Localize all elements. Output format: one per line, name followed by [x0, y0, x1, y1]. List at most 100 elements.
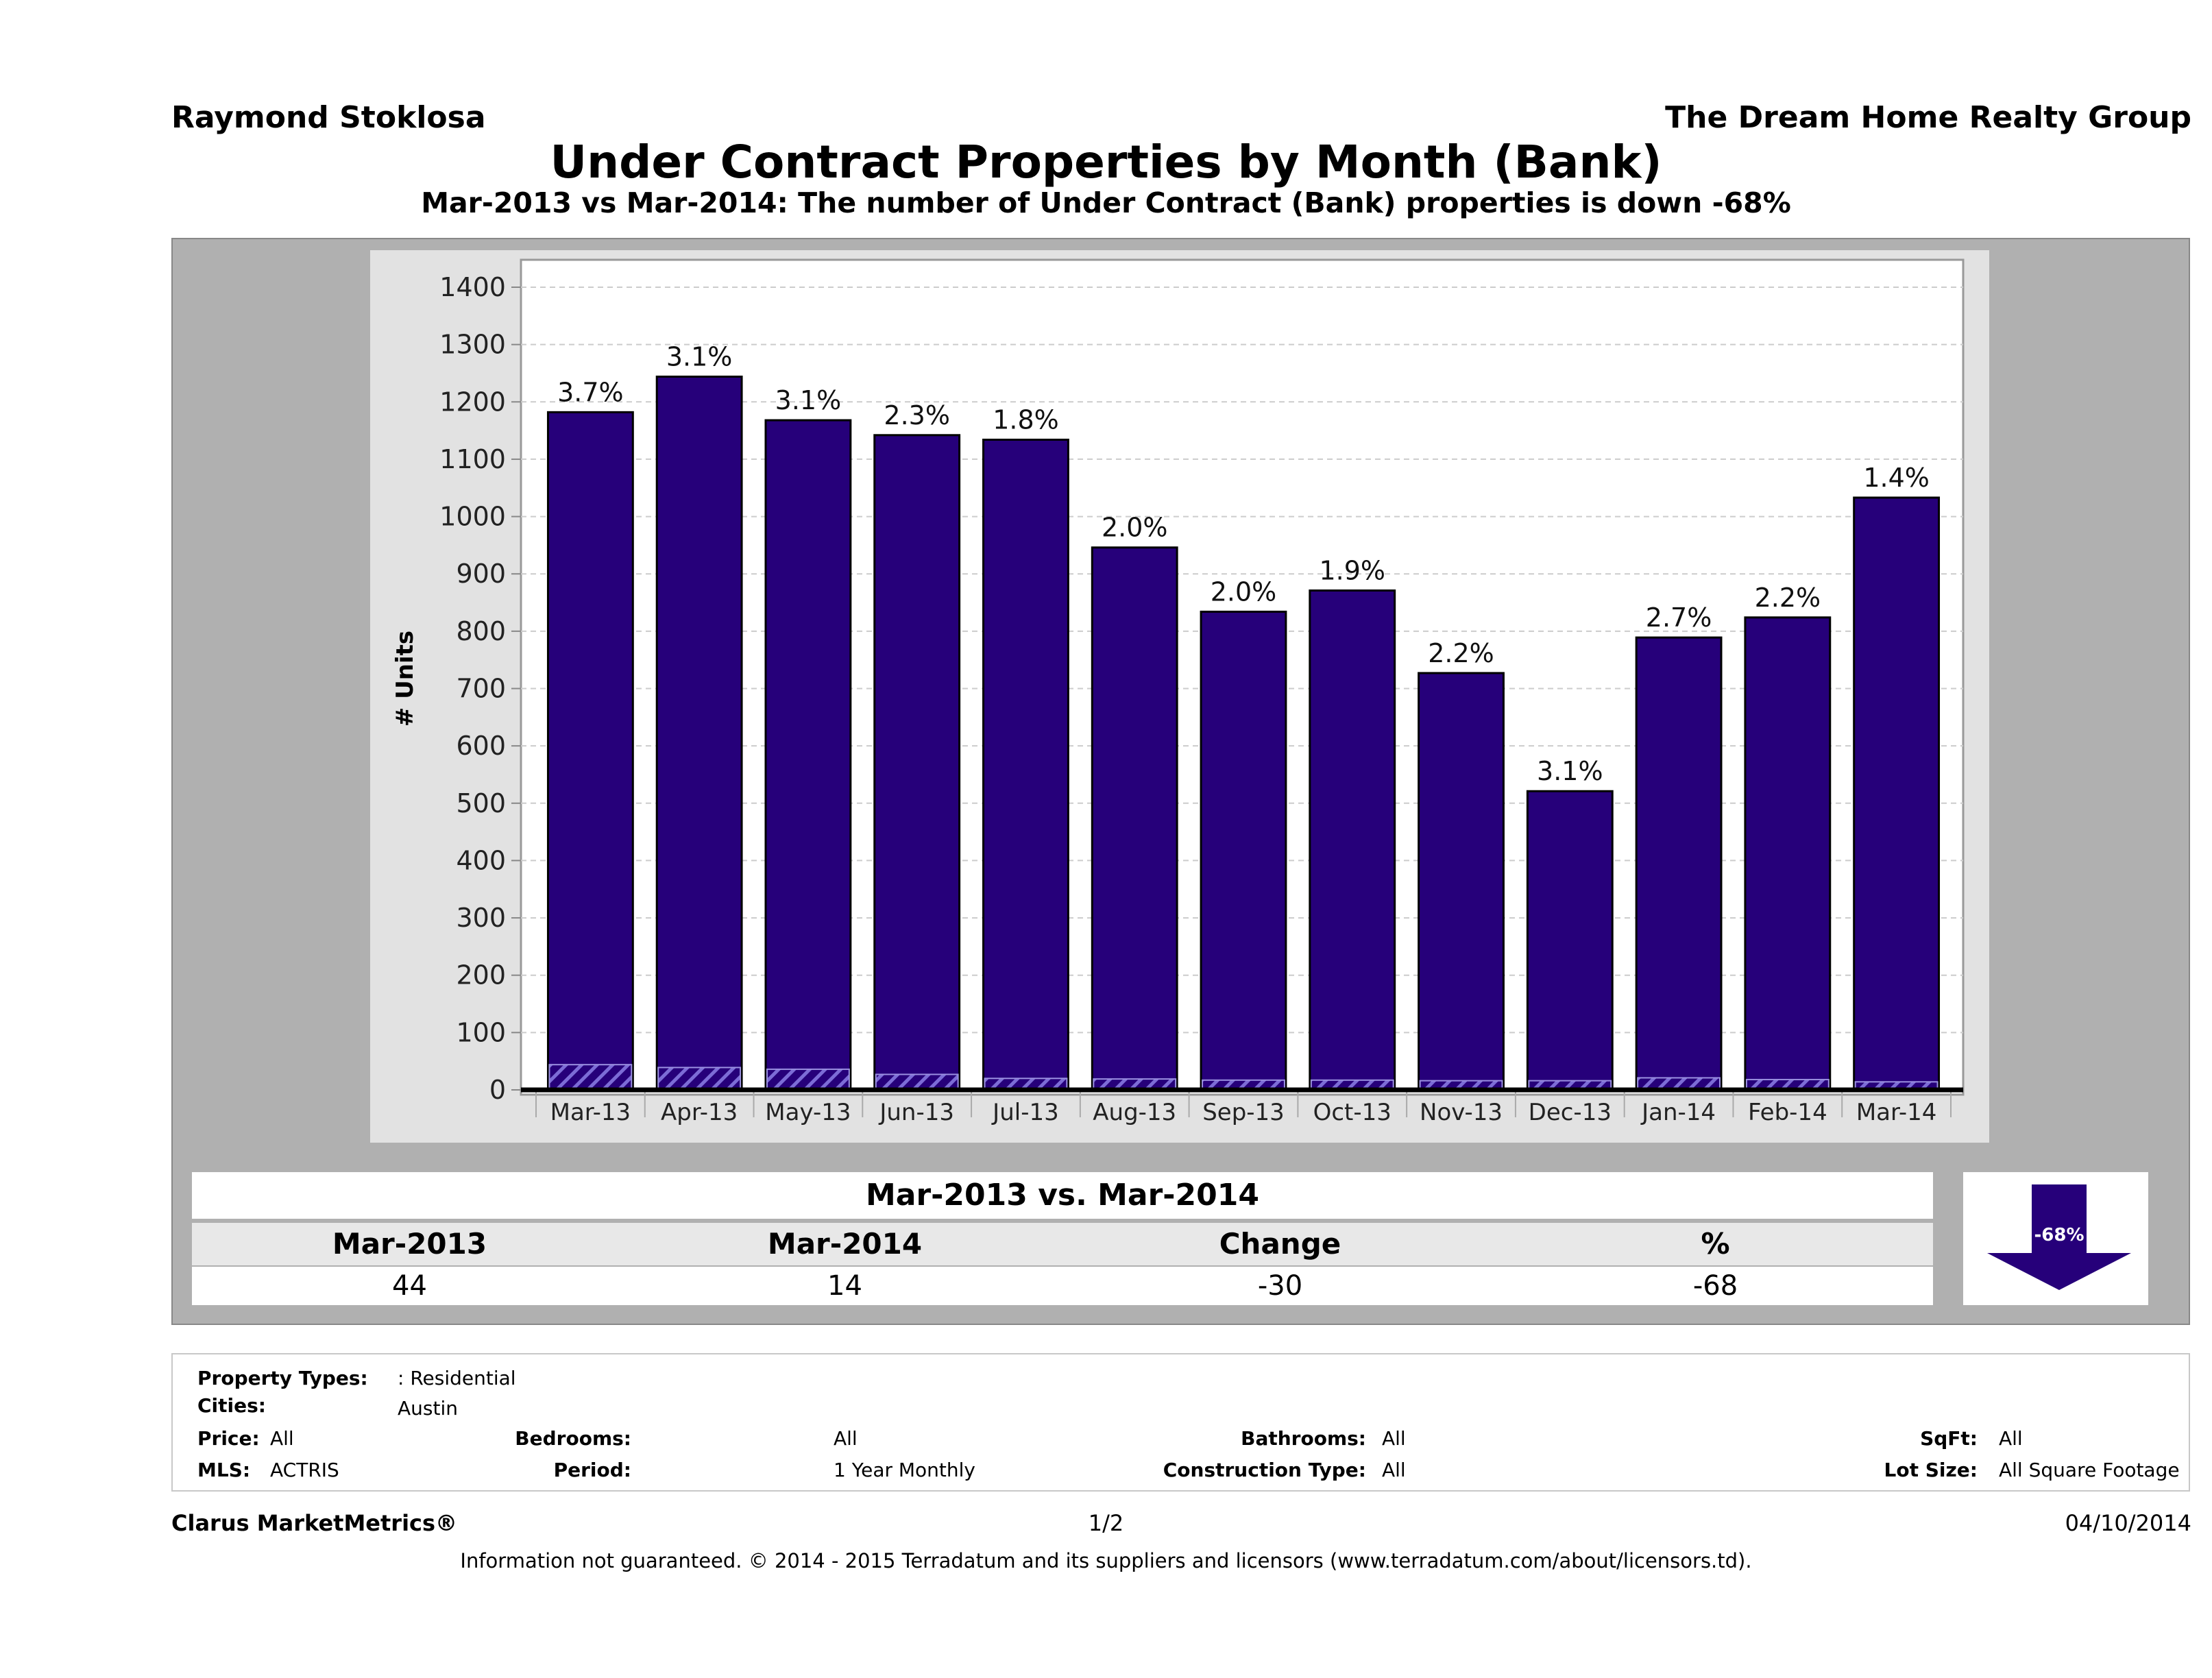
bar-total — [1526, 790, 1614, 1091]
bar-total — [1200, 610, 1287, 1091]
agent-name: Raymond Stoklosa — [171, 100, 486, 135]
cities-value: Austin — [398, 1397, 458, 1420]
company-name: The Dream Home Realty Group — [1665, 100, 2191, 135]
x-tick-label: Mar-14 — [1856, 1099, 1937, 1126]
comparison-heading: Mar-2013 vs. Mar-2014 — [192, 1172, 1933, 1219]
change-badge-label: -68% — [2034, 1225, 2084, 1245]
bar-total — [1091, 546, 1178, 1091]
value-percent: -68 — [1692, 1270, 1738, 1302]
y-axis-label: # Units — [391, 631, 419, 727]
data-label: 2.2% — [1428, 638, 1494, 668]
bar-chart: 3.7% 3.1% 3.1% 2.3% 1.8% 2.0% 2.0% 1.9% 2.2% 3.1%… — [391, 258, 1965, 1126]
period-value: 1 Year Monthly — [834, 1459, 976, 1481]
x-tick-label: Jun-13 — [878, 1099, 954, 1126]
mls-value: ACTRIS — [270, 1459, 339, 1481]
bar-total — [546, 411, 634, 1091]
x-axis-ticks: Mar-13 Apr-13 May-13 Jun-13 Jul-13 Aug-13 Sep-… — [521, 1087, 1963, 1126]
report-date: 04/10/2014 — [2065, 1510, 2191, 1536]
bathrooms-label: Bathrooms: — [1241, 1427, 1366, 1450]
x-tick-label: Nov-13 — [1420, 1099, 1503, 1126]
y-tick-label: 500 — [456, 788, 506, 818]
x-tick-label: Mar-13 — [550, 1099, 631, 1126]
construction-type-label: Construction Type: — [1163, 1459, 1366, 1481]
bathrooms-value: All — [1382, 1427, 1406, 1450]
bedrooms-label: Bedrooms: — [515, 1427, 631, 1450]
col-header-start: Mar-2013 — [332, 1227, 487, 1261]
lot-size-value: All Square Footage — [1999, 1459, 2180, 1481]
filter-panel: Property Types: : Residential Cities: Au… — [171, 1353, 2190, 1492]
data-label: 1.8% — [993, 404, 1059, 435]
bar-total — [1635, 636, 1723, 1091]
data-labels: 3.7% 3.1% 3.1% 2.3% 1.8% 2.0% 2.0% 1.9% 2.2% 3.1%… — [557, 341, 1930, 786]
comparison-value-row: 44 14 -30 -68 — [192, 1267, 1933, 1305]
sqft-value: All — [1999, 1427, 2023, 1450]
data-label: 1.4% — [1863, 463, 1930, 493]
report-subtitle: Mar-2013 vs Mar-2014: The number of Unde… — [421, 186, 1791, 219]
bar-total — [655, 375, 743, 1091]
data-label: 3.1% — [1537, 756, 1603, 786]
y-tick-label: 600 — [456, 731, 506, 761]
data-label: 3.1% — [666, 341, 733, 372]
chart-area: 3.7% 3.1% 3.1% 2.3% 1.8% 2.0% 2.0% 1.9% 2.2% 3.1%… — [370, 250, 1989, 1143]
x-tick-label: Apr-13 — [661, 1099, 738, 1126]
x-tick-label: May-13 — [765, 1099, 851, 1126]
y-tick-label: 1200 — [439, 387, 506, 417]
x-tick-label: Jan-14 — [1640, 1099, 1716, 1126]
y-tick-label: 700 — [456, 674, 506, 704]
mls-label: MLS: — [197, 1459, 251, 1481]
x-tick-label: Dec-13 — [1529, 1099, 1612, 1126]
data-label: 2.2% — [1755, 583, 1821, 613]
down-arrow-icon: -68% — [1987, 1184, 2131, 1290]
y-tick-label: 800 — [456, 616, 506, 646]
y-tick-label: 1100 — [439, 444, 506, 474]
bar-bank — [766, 1068, 850, 1091]
y-tick-label: 900 — [456, 559, 506, 589]
data-label: 2.0% — [1102, 513, 1168, 543]
period-label: Period: — [553, 1459, 631, 1481]
bedrooms-value: All — [834, 1427, 858, 1450]
bar-total — [1853, 496, 1941, 1091]
bar-bank — [548, 1064, 633, 1091]
y-tick-label: 0 — [489, 1075, 506, 1105]
footer-brand: Clarus MarketMetrics® — [171, 1510, 458, 1536]
lot-size-label: Lot Size: — [1884, 1459, 1978, 1481]
report-title: Under Contract Properties by Month (Bank… — [550, 136, 1662, 189]
y-tick-label: 400 — [456, 845, 506, 875]
construction-type-value: All — [1382, 1459, 1406, 1481]
property-types-label: Property Types: — [197, 1367, 368, 1389]
bar-total — [1418, 672, 1505, 1091]
bar-total — [764, 419, 852, 1091]
col-header-end: Mar-2014 — [767, 1227, 923, 1261]
bar-total — [873, 434, 961, 1091]
y-axis-ticks: 0 100 200 300 400 500 600 700 800 900 1000 1100 1200… — [439, 272, 506, 1105]
y-tick-label: 1000 — [439, 502, 506, 532]
y-tick-label: 1300 — [439, 330, 506, 360]
page-number: 1/2 — [1088, 1510, 1124, 1536]
x-tick-label: Oct-13 — [1313, 1099, 1391, 1126]
data-label: 3.1% — [775, 385, 842, 415]
data-label: 1.9% — [1319, 555, 1385, 585]
col-header-percent: % — [1701, 1227, 1730, 1261]
bar-total — [1309, 589, 1396, 1091]
x-tick-label: Sep-13 — [1202, 1099, 1285, 1126]
y-tick-label: 200 — [456, 960, 506, 990]
x-tick-label: Aug-13 — [1093, 1099, 1176, 1126]
price-label: Price: — [197, 1427, 260, 1450]
value-end: 14 — [827, 1270, 862, 1302]
data-label: 2.7% — [1646, 603, 1712, 633]
y-tick-label: 100 — [456, 1017, 506, 1047]
bar-total — [982, 438, 1069, 1091]
disclaimer: Information not guaranteed. © 2014 - 201… — [460, 1549, 1752, 1572]
col-header-change: Change — [1219, 1227, 1341, 1261]
bar-bank — [657, 1067, 742, 1091]
comparison-table: Mar-2013 vs. Mar-2014 Mar-2013 Mar-2014 … — [192, 1172, 1933, 1306]
price-value: All — [270, 1427, 294, 1450]
comparison-header-row: Mar-2013 Mar-2014 Change % — [192, 1223, 1933, 1265]
data-label: 2.3% — [884, 400, 950, 430]
value-change: -30 — [1257, 1270, 1303, 1302]
bars — [546, 375, 1941, 1091]
x-tick-label: Jul-13 — [991, 1099, 1059, 1126]
value-start: 44 — [392, 1270, 427, 1302]
data-label: 3.7% — [557, 377, 624, 407]
bar-total — [1744, 616, 1832, 1091]
